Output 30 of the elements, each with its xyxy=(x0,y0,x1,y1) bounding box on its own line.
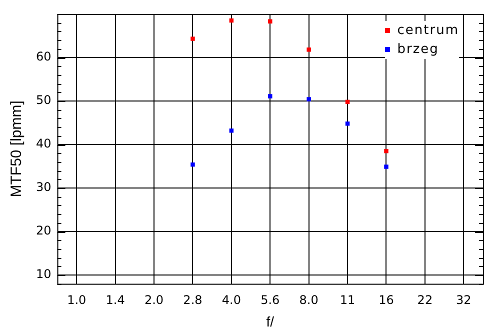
point xyxy=(190,36,195,41)
x-tick-label: 11 xyxy=(340,293,356,308)
point xyxy=(384,148,388,154)
point xyxy=(268,19,272,24)
y-tick-label: 50 xyxy=(36,93,52,108)
y-tick-label: 60 xyxy=(36,50,52,64)
x-tick-label: 5.6 xyxy=(260,293,280,308)
x-tick-label: 2.8 xyxy=(183,293,202,308)
x-tick-label: 1.4 xyxy=(106,293,125,308)
point xyxy=(384,164,388,169)
y-tick-label: 30 xyxy=(36,180,52,194)
x-tick-label: 22 xyxy=(417,293,433,308)
y-tick-label: 20 xyxy=(36,224,52,238)
x-tick-label: 2.0 xyxy=(144,293,164,308)
point xyxy=(306,97,311,102)
y-tick-label: 40 xyxy=(36,136,52,151)
x-tick-label: 32 xyxy=(456,293,472,308)
y-tick-label: 10 xyxy=(36,267,52,282)
x-tick-label: 1.0 xyxy=(67,293,86,308)
x-tick-label: 8.0 xyxy=(299,293,318,308)
y-axis-title: MTF50 [lpmm] xyxy=(8,100,26,198)
legend-label: centrum xyxy=(397,23,459,38)
x-tick-label: 4.0 xyxy=(222,293,241,308)
x-tick-label: 16 xyxy=(378,293,394,308)
legend-label: brzeg xyxy=(397,42,439,57)
x-axis-title: f/ xyxy=(266,313,274,330)
point xyxy=(190,162,195,167)
point xyxy=(306,48,311,52)
point xyxy=(268,94,272,98)
point xyxy=(345,122,350,126)
